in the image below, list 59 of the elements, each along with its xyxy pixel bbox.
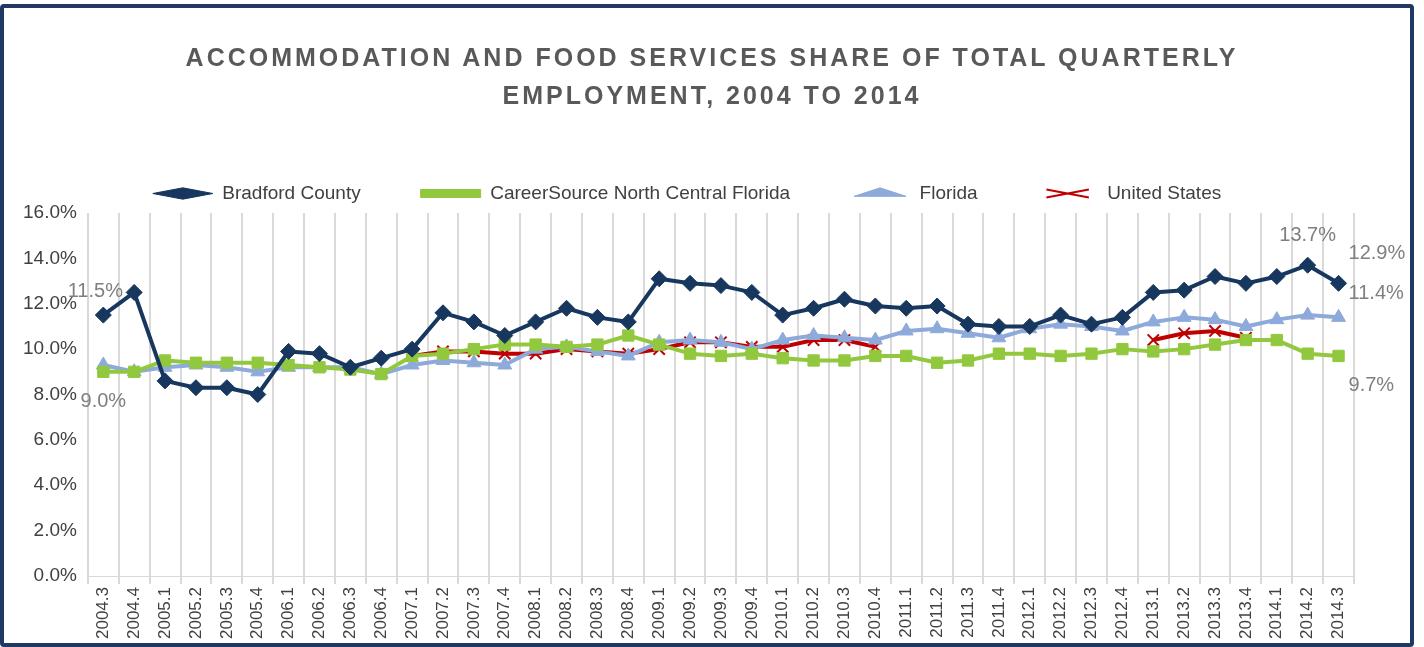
x-tick-label: 2008.1 [525, 587, 545, 639]
x-tick-label: 2011.4 [988, 587, 1008, 638]
data-label: 12.9% [1348, 240, 1406, 263]
y-tick-label: 8.0% [33, 382, 77, 404]
x-tick-label: 2007.3 [463, 587, 483, 639]
x-tick-label: 2005.3 [216, 587, 236, 639]
legend-label: Florida [919, 181, 979, 203]
x-tick-label: 2014.2 [1297, 587, 1317, 639]
x-tick-label: 2012.4 [1112, 587, 1132, 639]
x-tick-label: 2012.2 [1050, 587, 1070, 639]
legend-label: United States [1107, 181, 1222, 203]
x-tick-label: 2013.1 [1142, 587, 1162, 639]
x-tick-label: 2011.2 [926, 587, 946, 638]
y-tick-label: 2.0% [33, 518, 77, 540]
x-tick-label: 2011.1 [895, 587, 915, 638]
x-tick-label: 2010.2 [803, 587, 823, 639]
x-tick-label: 2011.3 [957, 587, 977, 638]
x-tick-label: 2013.4 [1235, 587, 1255, 639]
x-tick-label: 2007.4 [494, 587, 514, 639]
x-tick-label: 2014.1 [1266, 587, 1286, 639]
x-tick-label: 2013.2 [1173, 587, 1193, 639]
x-tick-label: 2010.1 [772, 587, 792, 639]
x-tick-label: 2012.1 [1019, 587, 1039, 639]
x-tick-label: 2008.2 [556, 587, 576, 639]
y-tick-label: 6.0% [33, 428, 77, 450]
x-tick-label: 2010.4 [865, 587, 885, 639]
x-tick-label: 2013.3 [1204, 587, 1224, 639]
x-tick-label: 2007.2 [432, 587, 452, 639]
x-tick-label: 2005.4 [247, 587, 267, 639]
x-tick-label: 2010.3 [834, 587, 854, 639]
data-label: 9.7% [1348, 373, 1395, 396]
data-label: 13.7% [1279, 222, 1337, 245]
legend-label: Bradford County [222, 181, 362, 203]
y-tick-label: 0.0% [33, 564, 77, 586]
legend-label: CareerSource North Central Florida [490, 181, 791, 203]
x-tick-label: 2006.1 [278, 587, 298, 639]
x-tick-label: 2009.3 [710, 587, 730, 639]
x-tick-label: 2006.3 [340, 587, 360, 639]
x-tick-label: 2006.4 [370, 587, 390, 639]
data-label: 9.0% [80, 389, 127, 412]
chart-title: ACCOMMODATION AND FOOD SERVICES SHARE OF TOTAL QUARTERLY EMPLOYMENT, 2004 TO 2014 [184, 42, 1240, 111]
y-tick-label: 10.0% [23, 337, 77, 359]
y-tick-label: 14.0% [23, 246, 77, 268]
y-tick-label: 4.0% [33, 473, 77, 495]
x-tick-label: 2005.2 [185, 587, 205, 639]
y-tick-label: 16.0% [23, 201, 77, 223]
x-tick-label: 2014.3 [1328, 587, 1348, 639]
x-tick-label: 2004.4 [123, 587, 143, 639]
x-tick-label: 2009.2 [679, 587, 699, 639]
x-tick-label: 2008.3 [587, 587, 607, 639]
x-tick-label: 2007.1 [401, 587, 421, 639]
x-tick-label: 2008.4 [617, 587, 637, 639]
x-tick-label: 2004.3 [93, 587, 112, 639]
x-tick-label: 2006.2 [309, 587, 329, 639]
x-tick-label: 2012.3 [1081, 587, 1101, 639]
x-tick-label: 2005.1 [154, 587, 174, 639]
x-tick-label: 2009.1 [648, 587, 668, 639]
data-label: 11.4% [1348, 280, 1404, 303]
x-tick-label: 2009.4 [741, 587, 761, 639]
